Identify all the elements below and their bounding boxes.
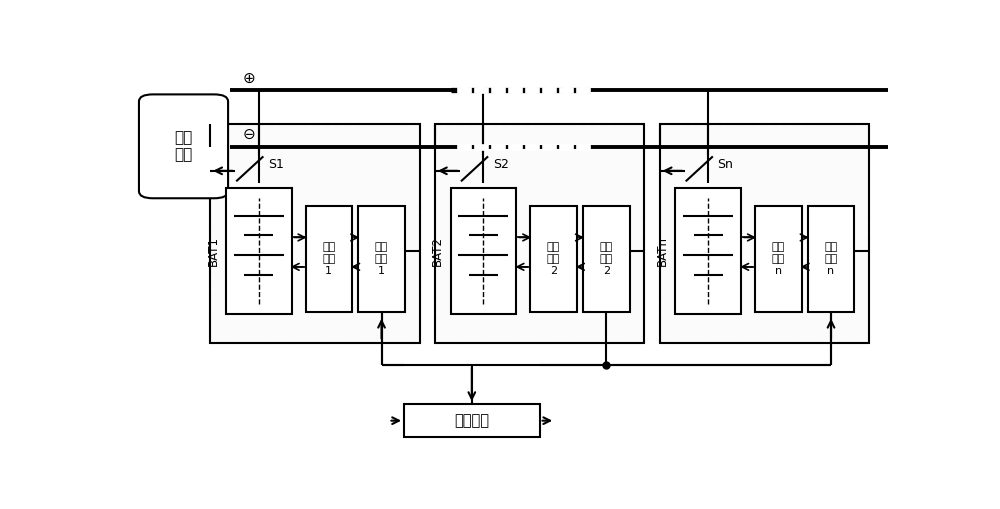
Text: BAT1: BAT1 bbox=[207, 236, 220, 266]
Bar bbox=[210, 124, 420, 343]
Text: ⊖: ⊖ bbox=[243, 127, 255, 142]
Bar bbox=[306, 206, 352, 312]
Text: 采样
单元
2: 采样 单元 2 bbox=[600, 242, 613, 275]
Text: 直流
母线: 直流 母线 bbox=[174, 130, 193, 162]
Bar bbox=[358, 206, 405, 312]
Text: BATn: BATn bbox=[656, 236, 669, 266]
Bar bbox=[226, 188, 292, 314]
Bar bbox=[530, 206, 577, 312]
Text: S2: S2 bbox=[493, 158, 509, 172]
Text: 主控单元: 主控单元 bbox=[454, 413, 489, 428]
Bar bbox=[755, 206, 802, 312]
Bar bbox=[660, 124, 869, 343]
Text: Sn: Sn bbox=[717, 158, 733, 172]
Bar bbox=[660, 124, 869, 343]
Text: S1: S1 bbox=[268, 158, 284, 172]
Text: BAT2: BAT2 bbox=[431, 236, 444, 266]
Text: 均衡
单元
1: 均衡 单元 1 bbox=[322, 242, 335, 275]
Bar bbox=[404, 404, 540, 437]
Bar bbox=[808, 206, 854, 312]
Text: ⊕: ⊕ bbox=[243, 70, 255, 86]
Bar bbox=[210, 124, 420, 343]
Text: 采样
单元
1: 采样 单元 1 bbox=[375, 242, 388, 275]
Text: 均衡
单元
2: 均衡 单元 2 bbox=[547, 242, 560, 275]
Bar bbox=[451, 188, 516, 314]
Bar bbox=[435, 124, 644, 343]
Bar bbox=[675, 188, 741, 314]
FancyBboxPatch shape bbox=[139, 94, 228, 198]
Text: 均衡
单元
n: 均衡 单元 n bbox=[772, 242, 785, 275]
Bar bbox=[583, 206, 630, 312]
Text: 采样
单元
n: 采样 单元 n bbox=[824, 242, 838, 275]
Bar bbox=[435, 124, 644, 343]
